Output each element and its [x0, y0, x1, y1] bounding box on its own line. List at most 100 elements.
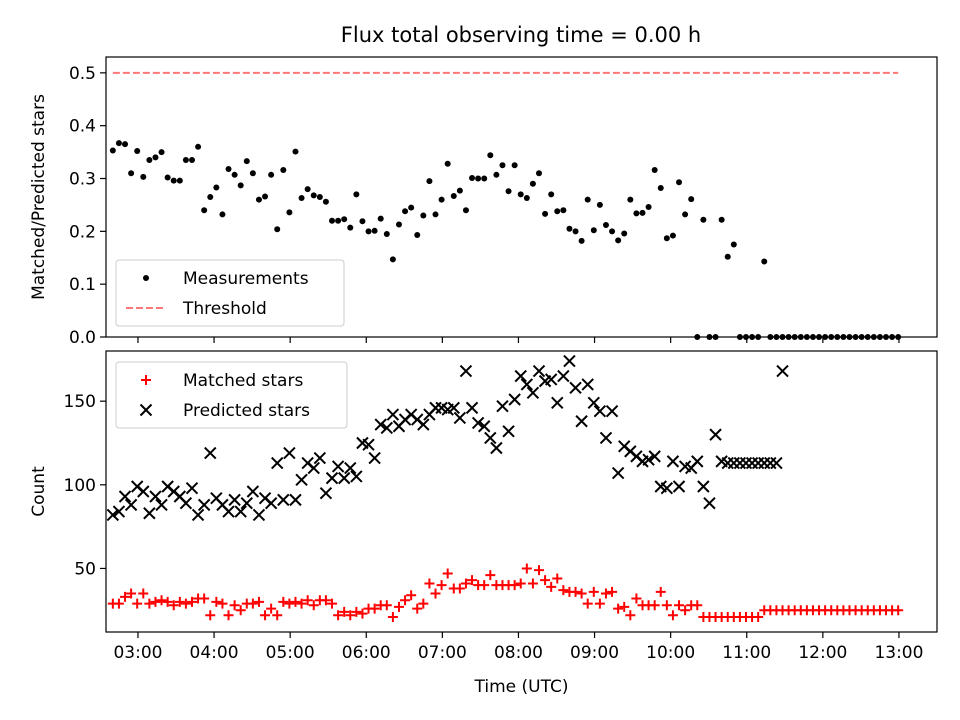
predicted-star-point: [380, 421, 394, 435]
matched-star-point: [302, 595, 313, 606]
legend-matched-swatch: [141, 375, 151, 385]
matched-star-point: [229, 600, 240, 611]
matched-star-point: [527, 578, 538, 589]
x-tick-label: 12:00: [798, 643, 847, 663]
matched-star-point: [369, 603, 380, 614]
measurement-point: [365, 228, 372, 235]
x-tick-label: 06:00: [342, 643, 391, 663]
measurement-point: [219, 211, 226, 218]
matched-star-point: [120, 591, 131, 602]
predicted-star-point: [514, 369, 527, 383]
predicted-star-point: [526, 386, 540, 400]
matched-star-point: [266, 603, 277, 614]
matched-star-point: [333, 610, 344, 621]
measurement-point: [426, 178, 433, 185]
matched-star-point: [199, 593, 210, 604]
series-predicted-stars: [106, 354, 789, 522]
matched-star-point: [753, 611, 764, 622]
matched-star-point: [521, 563, 532, 574]
measurement-point: [377, 215, 384, 222]
measurement-point: [292, 148, 299, 155]
predicted-star-point: [557, 369, 570, 383]
predicted-star-point: [374, 418, 387, 431]
measurement-point: [554, 208, 561, 215]
measurement-point: [195, 143, 202, 150]
measurement-point: [249, 170, 256, 177]
measurement-point: [456, 187, 463, 194]
measurement-point: [170, 177, 177, 184]
predicted-star-point: [593, 405, 607, 418]
matched-star-point: [412, 603, 423, 614]
top-panel: 0.0 0.1 0.2 0.3 0.4 0.5 Matched/Predicted star…: [29, 56, 938, 348]
measurement-point: [225, 166, 232, 172]
measurement-point: [615, 237, 622, 244]
matched-star-point: [296, 598, 307, 609]
predicted-star-point: [703, 497, 716, 510]
x-tick-label: 11:00: [722, 643, 771, 663]
predicted-star-point: [331, 460, 345, 473]
matched-star-point: [168, 600, 179, 611]
predicted-star-point: [155, 498, 168, 512]
series-measurements: [109, 140, 902, 340]
matched-star-point: [126, 588, 137, 599]
measurement-point: [213, 184, 220, 191]
measurement-point: [663, 235, 670, 242]
measurement-point: [499, 162, 506, 169]
measurement-point: [584, 196, 591, 203]
predicted-star-point: [478, 420, 491, 433]
predicted-star-point: [648, 450, 661, 463]
predicted-star-point: [386, 408, 400, 421]
matched-star-point: [460, 578, 471, 589]
matched-star-point: [217, 598, 228, 609]
matched-star-point: [625, 610, 636, 621]
matched-star-point: [576, 588, 587, 599]
predicted-star-point: [344, 461, 357, 475]
measurement-point: [730, 241, 737, 248]
measurement-point: [645, 204, 652, 211]
legend-box: [115, 259, 345, 327]
measurement-point: [280, 167, 287, 174]
matched-star-point: [180, 598, 191, 609]
measurement-point: [481, 175, 488, 182]
axes-frame: [105, 56, 938, 338]
predicted-star-point: [143, 507, 156, 520]
y-axis-label: Count: [29, 466, 49, 517]
predicted-star-point: [283, 446, 296, 460]
y-tick-label: 0.4: [69, 117, 96, 137]
matched-star-point: [345, 610, 356, 621]
predicted-star-point: [502, 425, 515, 438]
matched-star-point: [339, 606, 350, 617]
measurement-point: [408, 204, 415, 211]
measurement-point: [243, 158, 250, 165]
y-tick-label: 100: [64, 476, 96, 496]
measurement-point: [134, 148, 141, 155]
predicted-star-point: [563, 354, 576, 368]
measurement-point: [718, 216, 725, 223]
measurement-point: [511, 162, 518, 169]
predicted-star-point: [697, 480, 710, 493]
measurement-point: [164, 174, 171, 181]
measurement-point: [566, 225, 573, 232]
predicted-star-point: [666, 455, 680, 468]
measurement-point: [444, 160, 451, 167]
measurement-point: [359, 218, 366, 225]
measurement-point: [389, 256, 396, 263]
measurement-point: [548, 191, 555, 198]
measurement-point: [475, 175, 482, 182]
measurement-point: [335, 217, 342, 224]
predicted-star-point: [490, 441, 503, 455]
measurement-point: [542, 210, 549, 217]
measurement-point: [371, 227, 378, 234]
measurement-point: [688, 196, 695, 203]
predicted-star-point: [660, 481, 674, 495]
measurement-point: [207, 194, 214, 200]
predicted-star-point: [465, 401, 479, 415]
y-tick-label: 0.5: [69, 64, 96, 84]
predicted-star-point: [185, 481, 199, 495]
predicted-star-point: [325, 471, 339, 485]
matched-star-point: [442, 568, 453, 579]
matched-star-point: [674, 600, 685, 611]
plot-area: [109, 71, 902, 340]
measurement-point: [152, 154, 159, 161]
matched-star-point: [132, 598, 143, 609]
